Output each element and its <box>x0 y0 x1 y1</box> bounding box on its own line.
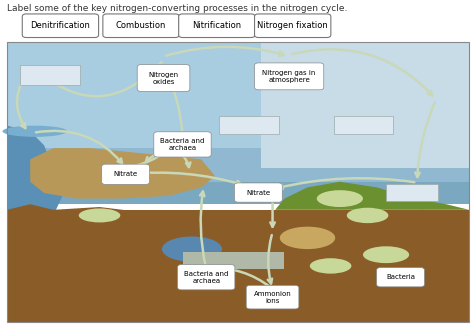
Ellipse shape <box>162 236 222 262</box>
Text: Label some of the key nitrogen-converting processes in the nitrogen cycle.: Label some of the key nitrogen-convertin… <box>7 4 347 13</box>
Bar <box>7 210 469 322</box>
FancyBboxPatch shape <box>234 183 282 202</box>
FancyBboxPatch shape <box>255 63 324 90</box>
FancyBboxPatch shape <box>255 14 331 38</box>
FancyBboxPatch shape <box>219 116 279 134</box>
Text: Combustion: Combustion <box>116 21 166 30</box>
Text: Bacteria and
archaea: Bacteria and archaea <box>184 271 228 284</box>
FancyBboxPatch shape <box>334 116 393 134</box>
Bar <box>182 252 284 269</box>
Text: Bacteria and
archaea: Bacteria and archaea <box>160 138 205 151</box>
FancyBboxPatch shape <box>101 164 149 185</box>
Text: Ammonion
ions: Ammonion ions <box>254 290 292 304</box>
Text: Denitrification: Denitrification <box>30 21 91 30</box>
Polygon shape <box>7 126 76 322</box>
Ellipse shape <box>79 208 120 222</box>
Ellipse shape <box>347 208 388 223</box>
Bar <box>7 182 469 204</box>
Bar <box>7 148 469 182</box>
Ellipse shape <box>363 246 409 263</box>
Polygon shape <box>30 148 215 199</box>
FancyBboxPatch shape <box>376 268 424 287</box>
FancyBboxPatch shape <box>177 265 235 290</box>
FancyBboxPatch shape <box>22 14 99 38</box>
FancyBboxPatch shape <box>137 65 190 92</box>
Text: Nitrification: Nitrification <box>192 21 241 30</box>
Text: Nitrogen fixation: Nitrogen fixation <box>257 21 328 30</box>
FancyBboxPatch shape <box>246 286 299 309</box>
FancyBboxPatch shape <box>386 184 438 201</box>
Bar <box>261 42 469 168</box>
FancyBboxPatch shape <box>179 14 255 38</box>
FancyBboxPatch shape <box>20 65 80 85</box>
Text: Bacteria: Bacteria <box>386 274 415 280</box>
Ellipse shape <box>2 125 67 137</box>
Polygon shape <box>7 204 469 322</box>
Ellipse shape <box>280 227 335 249</box>
Bar <box>7 42 469 148</box>
Text: Nitrogen gas in
atmosphere: Nitrogen gas in atmosphere <box>263 70 316 83</box>
Text: Nitrate: Nitrate <box>114 171 137 177</box>
FancyBboxPatch shape <box>154 132 211 157</box>
Polygon shape <box>275 182 469 210</box>
Bar <box>7 272 469 322</box>
FancyBboxPatch shape <box>103 14 179 38</box>
Text: Nitrogen
oxides: Nitrogen oxides <box>148 71 179 85</box>
Ellipse shape <box>310 258 351 274</box>
Text: Nitrate: Nitrate <box>246 190 270 196</box>
Ellipse shape <box>317 190 363 207</box>
